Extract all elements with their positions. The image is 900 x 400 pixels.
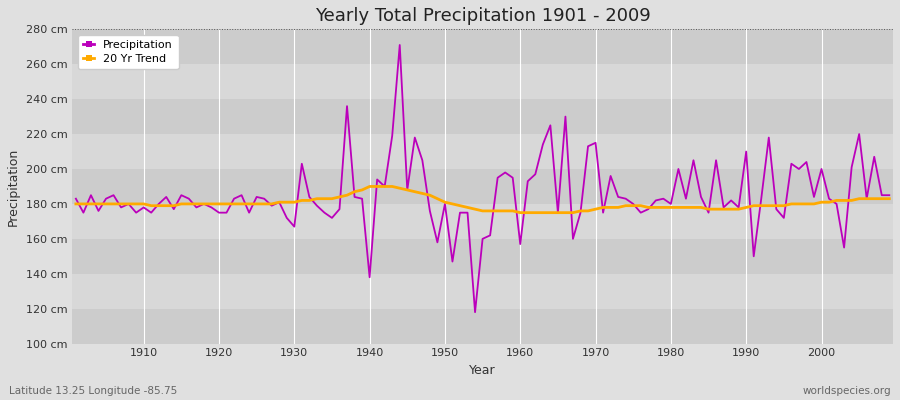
Title: Yearly Total Precipitation 1901 - 2009: Yearly Total Precipitation 1901 - 2009 [315, 7, 651, 25]
Bar [72, 64, 893, 99]
Bar [72, 309, 893, 344]
Bar [72, 134, 893, 169]
Legend: Precipitation, 20 Yr Trend: Precipitation, 20 Yr Trend [77, 35, 178, 70]
Y-axis label: Precipitation: Precipitation [7, 147, 20, 226]
Bar [72, 29, 893, 64]
Text: Latitude 13.25 Longitude -85.75: Latitude 13.25 Longitude -85.75 [9, 386, 177, 396]
Bar [72, 274, 893, 309]
Bar [72, 239, 893, 274]
X-axis label: Year: Year [469, 364, 496, 377]
Bar [72, 204, 893, 239]
Text: worldspecies.org: worldspecies.org [803, 386, 891, 396]
Bar [72, 99, 893, 134]
Bar [72, 169, 893, 204]
